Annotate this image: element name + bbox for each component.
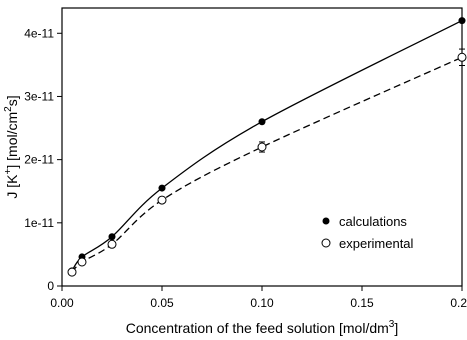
ticks: 0.00 0.05 0.10 0.15 0.20 0 1e-11 2e-11 3e-11 4e-1… xyxy=(24,26,467,310)
data-point-experimental xyxy=(107,239,117,249)
x-tick-label: 0.15 xyxy=(350,296,374,310)
y-tick-label: 1e-11 xyxy=(24,216,54,230)
data-point-calculations xyxy=(108,233,116,241)
data-point-experimental xyxy=(157,195,167,205)
y-axis-title: J [K+] [mol/cm2s] xyxy=(3,95,20,198)
data-point-experimental xyxy=(457,52,467,62)
legend-marker-calculations xyxy=(322,217,330,225)
series-line-calculations xyxy=(71,20,463,272)
data-point-calculations xyxy=(158,184,166,192)
data-point-experimental xyxy=(257,142,267,152)
legend-label-experimental: experimental xyxy=(339,236,414,251)
x-tick-label: 0.10 xyxy=(250,296,274,310)
data-point-calculations xyxy=(258,118,266,126)
data-point-experimental xyxy=(77,257,87,267)
x-tick-label: 0.20 xyxy=(450,296,467,310)
x-tick-label: 0.00 xyxy=(50,296,74,310)
curves xyxy=(71,20,463,273)
legend: calculations experimental xyxy=(321,214,414,251)
y-tick-label: 3e-11 xyxy=(24,89,54,103)
error-bars xyxy=(259,48,465,153)
data-point-calculations xyxy=(458,17,466,25)
markers xyxy=(67,17,467,277)
x-axis-title: Concentration of the feed solution [mol/… xyxy=(126,319,399,336)
legend-marker-experimental xyxy=(321,238,331,248)
x-tick-label: 0.05 xyxy=(150,296,174,310)
y-tick-label: 4e-11 xyxy=(24,26,54,40)
y-tick-label: 0 xyxy=(47,279,54,293)
legend-label-calculations: calculations xyxy=(339,214,407,229)
data-point-experimental xyxy=(67,267,77,277)
y-tick-label: 2e-11 xyxy=(24,153,54,167)
